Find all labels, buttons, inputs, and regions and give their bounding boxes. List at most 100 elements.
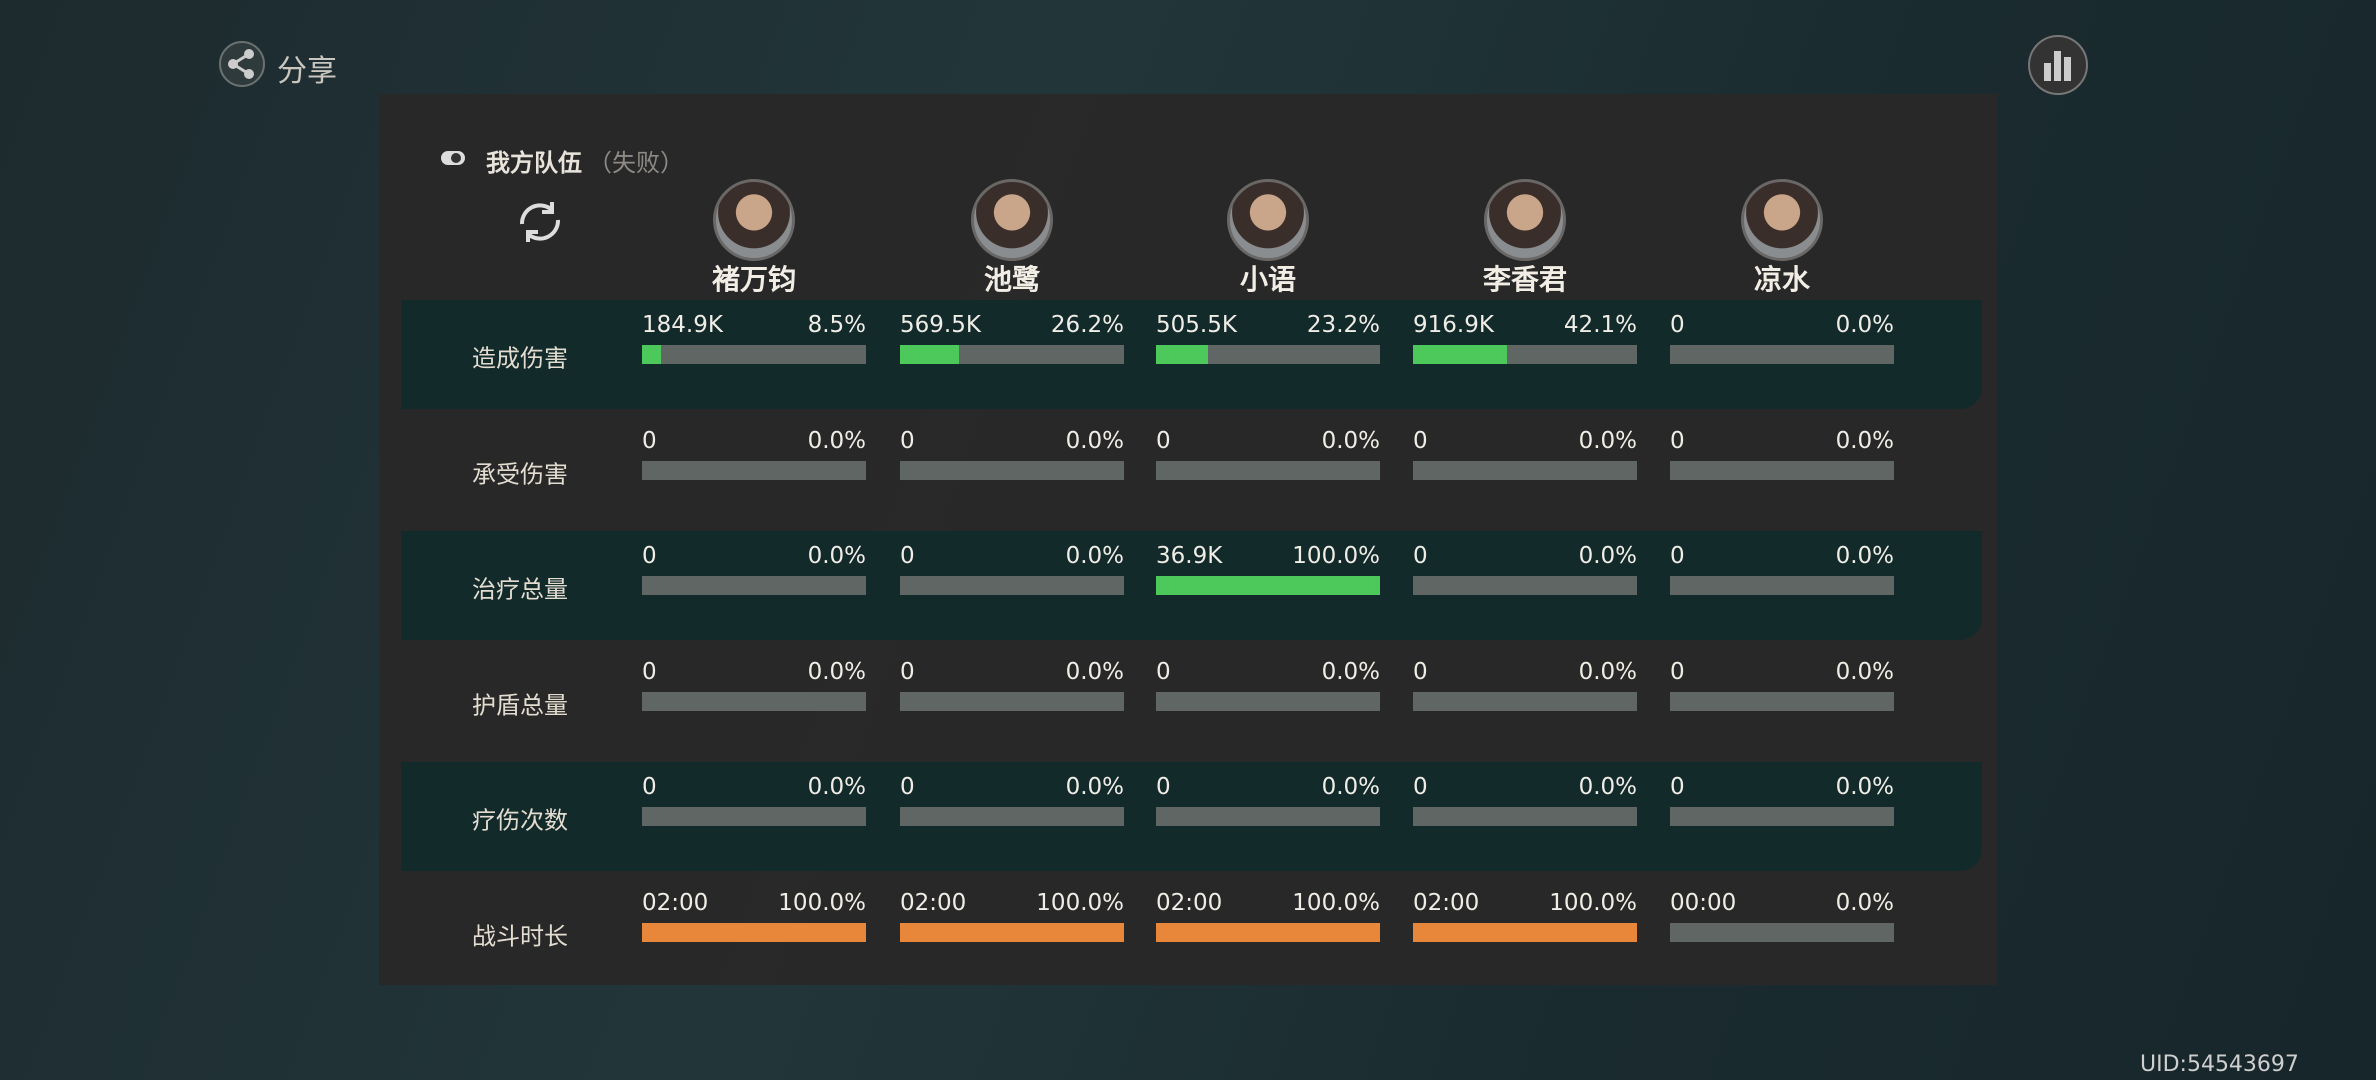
cell-value: 0 (642, 774, 657, 800)
cell-value: 569.5K (900, 312, 981, 338)
cell-value: 0 (1670, 427, 1685, 454)
bar-track (1413, 576, 1637, 595)
row-label: 承受伤害 (472, 460, 568, 488)
bar-track (1670, 807, 1894, 826)
bar-track (900, 807, 1124, 826)
cell-share: 0.0% (1578, 658, 1637, 685)
character-name: 褚万钧 (711, 263, 797, 296)
cell-share: 0.0% (1835, 312, 1894, 338)
avatar (1484, 179, 1566, 261)
bar-track (642, 691, 866, 711)
cell-share: 100.0% (1549, 889, 1637, 916)
cell-value: 0 (1670, 774, 1685, 800)
bar-fill (900, 345, 959, 364)
cell-value: 0 (1413, 543, 1428, 569)
cell-share: 100.0% (1292, 543, 1380, 569)
cell-value: 0 (1670, 543, 1685, 569)
cell-value: 0 (1670, 312, 1685, 338)
share-icon[interactable] (218, 40, 266, 88)
bar-fill (1413, 345, 1508, 364)
cell-share: 0.0% (1578, 543, 1637, 569)
team-status: （失败） (588, 149, 684, 177)
cell-value: 0 (642, 658, 657, 685)
cell-share: 0.0% (1321, 658, 1380, 685)
bar-track (642, 807, 866, 826)
bar-track (1413, 922, 1637, 942)
bar-track (1413, 807, 1637, 826)
bar-track (1156, 807, 1380, 826)
cell-value: 02:00 (1156, 889, 1223, 916)
bar-track (1670, 460, 1894, 480)
bar-track (1156, 345, 1380, 364)
bar-track (1156, 922, 1380, 942)
cell-value: 0 (900, 658, 915, 685)
cell-value: 0 (900, 427, 915, 454)
character-name: 凉水 (1753, 263, 1811, 296)
avatar (971, 179, 1053, 261)
cell-share: 100.0% (778, 889, 866, 916)
row-label: 护盾总量 (472, 691, 568, 719)
row-label: 战斗时长 (472, 922, 568, 950)
cell-share: 0.0% (1065, 427, 1124, 454)
cell-value: 0 (900, 543, 915, 569)
stats-icon[interactable] (2026, 33, 2090, 97)
bar-fill (642, 345, 662, 364)
cell-value: 505.5K (1156, 312, 1237, 338)
bar-fill (1156, 576, 1380, 595)
cell-share: 0.0% (1835, 658, 1894, 685)
cell-value: 00:00 (1670, 889, 1737, 916)
cell-share: 0.0% (807, 427, 866, 454)
avatar (713, 179, 795, 261)
bar-track (642, 922, 866, 942)
cell-share: 100.0% (1036, 889, 1124, 916)
bar-track (900, 691, 1124, 711)
cell-share: 0.0% (1835, 427, 1894, 454)
share-label[interactable]: 分享 (277, 54, 337, 89)
cell-value: 0 (1413, 658, 1428, 685)
toggle-icon (441, 151, 465, 165)
cell-value: 916.9K (1413, 312, 1494, 338)
row-label: 治疗总量 (472, 575, 568, 604)
cell-value: 02:00 (900, 889, 967, 916)
cell-share: 0.0% (1065, 658, 1124, 685)
character-name: 李香君 (1482, 263, 1568, 296)
cell-share: 0.0% (1321, 427, 1380, 454)
bar-fill (1413, 922, 1637, 942)
cell-value: 36.9K (1156, 543, 1223, 569)
bar-track (1413, 691, 1637, 711)
uid: UID:54543697 (2140, 1052, 2299, 1077)
bar-track (900, 345, 1124, 364)
cell-value: 0 (1156, 427, 1171, 454)
cell-value: 0 (1670, 658, 1685, 685)
bar-fill (1156, 345, 1208, 364)
cell-share: 0.0% (1835, 774, 1894, 800)
avatar (1741, 179, 1823, 261)
bar-fill (642, 922, 866, 942)
cell-share: 0.0% (1065, 774, 1124, 800)
cell-value: 02:00 (1413, 889, 1480, 916)
cell-value: 02:00 (642, 889, 709, 916)
cell-value: 0 (900, 774, 915, 800)
cell-share: 0.0% (1065, 543, 1124, 569)
bar-track (1670, 691, 1894, 711)
cell-share: 0.0% (1578, 774, 1637, 800)
avatar (1227, 179, 1309, 261)
bar-track (900, 576, 1124, 595)
bar-track (1670, 345, 1894, 364)
row-label: 疗伤次数 (472, 806, 568, 835)
bar-fill (900, 922, 1124, 942)
bar-fill (1156, 922, 1380, 942)
bar-track (1670, 922, 1894, 942)
bar-track (642, 345, 866, 364)
cell-share: 23.2% (1306, 312, 1380, 338)
cell-share: 0.0% (1578, 427, 1637, 454)
team-title: 我方队伍 (486, 149, 582, 177)
bar-track (1413, 345, 1637, 364)
bar-track (1156, 576, 1380, 595)
cell-value: 0 (642, 543, 657, 569)
cell-value: 0 (642, 427, 657, 454)
cell-share: 0.0% (1321, 774, 1380, 800)
refresh-icon[interactable] (512, 194, 568, 250)
cell-value: 0 (1413, 427, 1428, 454)
